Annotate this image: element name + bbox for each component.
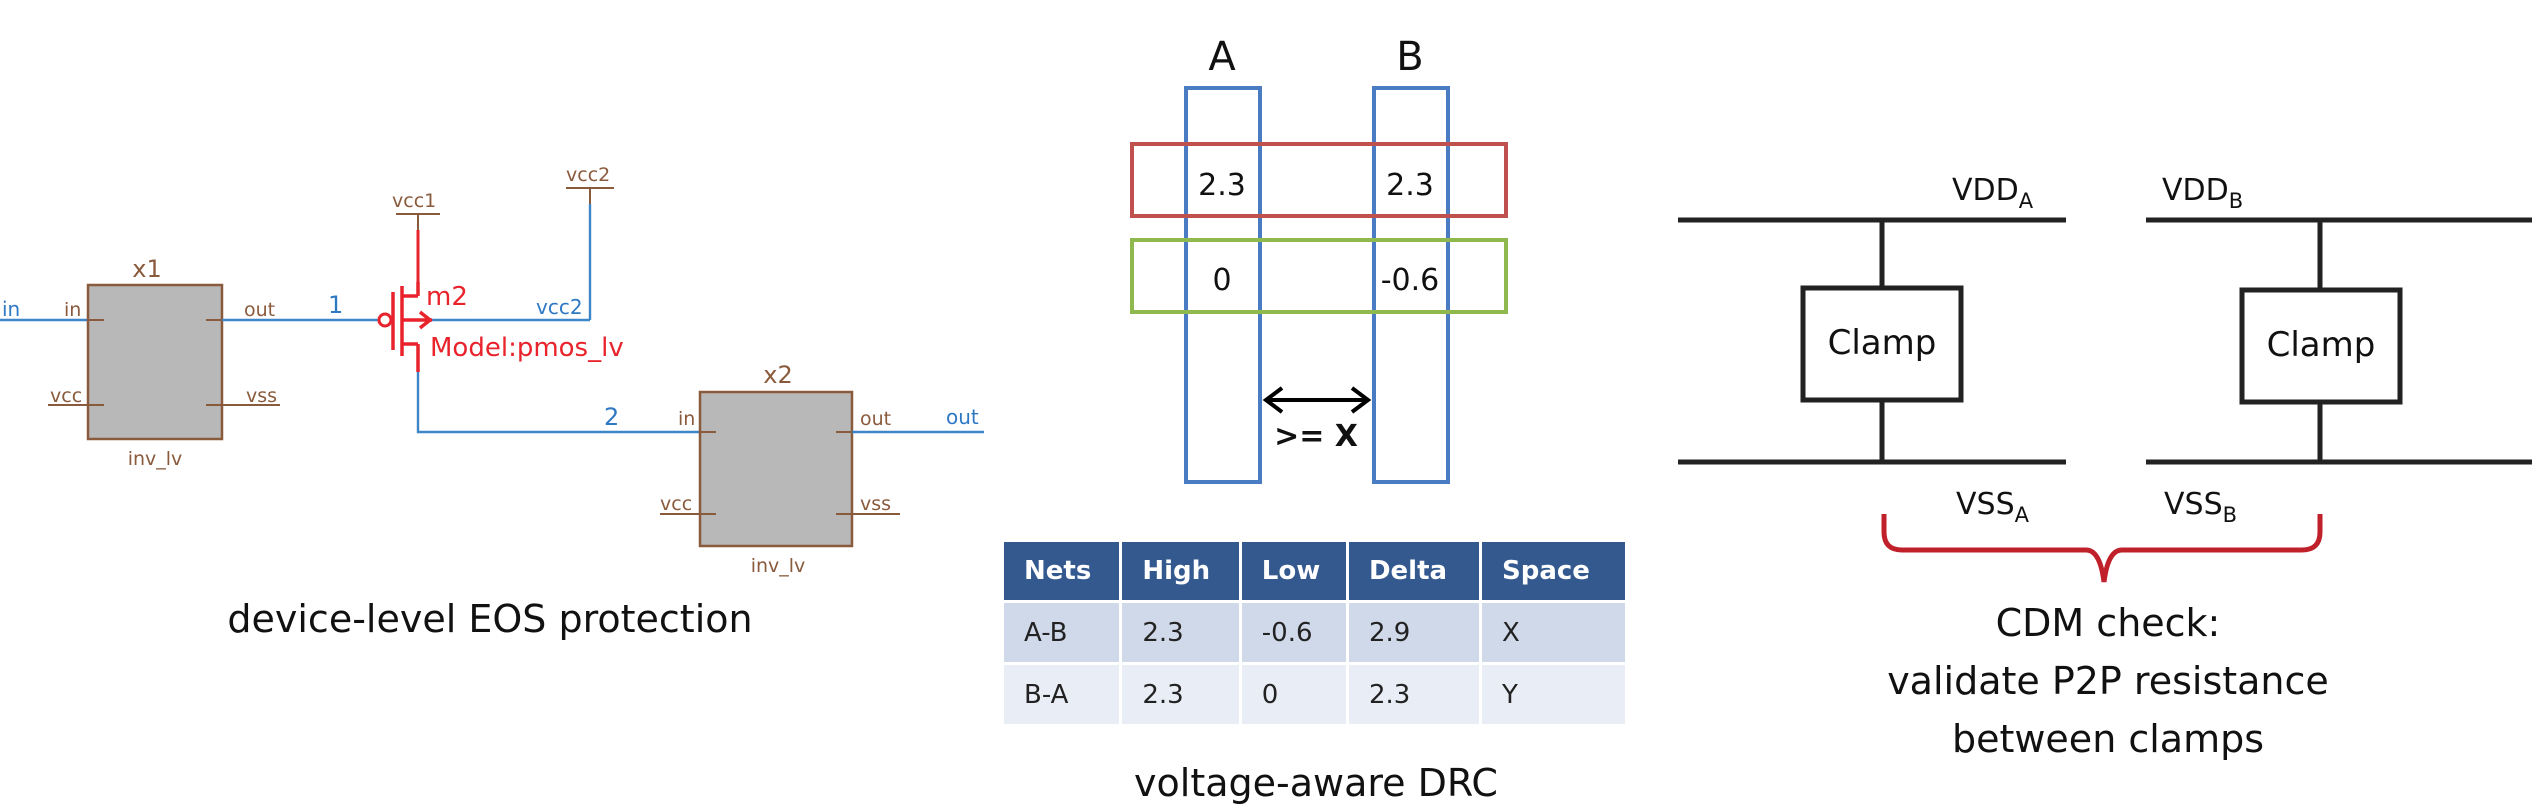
clamp-b-box	[2239, 287, 2403, 405]
table-cell: 2.9	[1347, 600, 1483, 664]
header-delta: Delta	[1347, 542, 1483, 602]
header-low: Low	[1240, 542, 1349, 602]
inverter-x2-pin-in: in	[678, 408, 695, 430]
cdm-caption-line2: validate P2P resistance	[1887, 659, 2329, 703]
clamp-a-box	[1800, 285, 1964, 403]
table-cell: Y	[1480, 662, 1628, 724]
inverter-x2-body	[698, 390, 854, 548]
inverter-x1-body	[86, 283, 224, 441]
inverter-x1-pin-out: out	[244, 299, 275, 321]
inverter-x1: x1 inv_lv in out vcc vss	[48, 255, 280, 470]
clamp-a-label: Clamp	[1828, 323, 1937, 363]
cdm-caption-line3: between clamps	[1952, 717, 2264, 761]
table-cell: 2.3	[1347, 662, 1483, 724]
vcc2-label: vcc2	[566, 164, 610, 186]
pmos-m2-name: m2	[426, 282, 468, 312]
b-low-value: -0.6	[1381, 263, 1440, 298]
table-cell: 2.3	[1120, 600, 1242, 664]
eos-schematic-panel: in x1 inv_lv in out vcc vss 1 vcc1 vcc2	[0, 164, 984, 641]
vcc1-label: vcc1	[392, 190, 436, 212]
pmos-transistor-m2	[377, 282, 433, 372]
cdm-caption-line1: CDM check:	[1996, 601, 2221, 645]
inverter-x1-pin-in: in	[64, 299, 81, 321]
drc-table-header-row: Nets High Low Delta Space	[1004, 542, 1628, 602]
domain-b: Clamp VDDB VSSB	[2146, 173, 2532, 527]
pmos-m2-model: Model:pmos_lv	[430, 333, 624, 363]
header-nets: Nets	[1004, 542, 1123, 602]
inverter-x2-pin-vcc: vcc	[660, 493, 692, 515]
table-cell: 0	[1240, 662, 1349, 724]
inverter-x2: x2 inv_lv in out vcc vss	[660, 361, 900, 577]
a-low-value: 0	[1212, 263, 1231, 298]
inverter-x2-pin-out: out	[860, 408, 891, 430]
net2-wire	[416, 372, 700, 434]
table-cell: X	[1480, 600, 1628, 664]
column-a-label: A	[1208, 34, 1236, 80]
vcc2-wire-label: vcc2	[536, 295, 583, 319]
low-voltage-band	[1130, 238, 1508, 314]
input-net-label: in	[2, 297, 20, 321]
header-space: Space	[1480, 542, 1628, 602]
cdm-panel: Clamp VDDA VSSA Clamp VDDB VSSB CDM chec…	[1678, 173, 2532, 761]
table-row: A-B 2.3 -0.6 2.9 X	[1004, 600, 1628, 664]
vdd-b-label: VDDB	[2162, 173, 2243, 213]
vss-a-sub: A	[2015, 503, 2030, 527]
column-b-shape	[1372, 86, 1450, 484]
table-row: B-A 2.3 0 2.3 Y	[1004, 662, 1628, 724]
eos-caption: device-level EOS protection	[227, 597, 752, 641]
column-a-shape	[1184, 86, 1262, 484]
inverter-x1-model: inv_lv	[128, 448, 183, 470]
drc-caption: voltage-aware DRC	[1134, 761, 1498, 805]
a-high-value: 2.3	[1198, 168, 1246, 203]
vdd-b-sub: B	[2229, 189, 2243, 213]
drc-panel: A B 2.3 2.3 0 -0.6 >= X voltage-aware DR…	[1130, 34, 1508, 805]
table-cell: A-B	[1004, 600, 1123, 664]
vdd-a-sub: A	[2019, 189, 2034, 213]
inverter-x1-pin-vcc: vcc	[50, 385, 82, 407]
vdd-a-text: VDD	[1952, 173, 2019, 208]
vss-a-text: VSS	[1956, 487, 2015, 522]
inverter-x2-pin-vss: vss	[860, 493, 891, 515]
inverter-x1-pin-vss: vss	[246, 385, 277, 407]
drc-table: Nets High Low Delta Space A-B 2.3 -0.6 2…	[1004, 542, 1628, 724]
table-cell: B-A	[1004, 662, 1123, 724]
domain-a: Clamp VDDA VSSA	[1678, 173, 2066, 527]
inverter-x2-name: x2	[763, 361, 792, 389]
vss-b-label: VSSB	[2164, 487, 2237, 527]
vss-b-sub: B	[2223, 503, 2237, 527]
vss-a-label: VSSA	[1956, 487, 2030, 527]
vdd-b-text: VDD	[2162, 173, 2229, 208]
vdd-a-label: VDDA	[1952, 173, 2034, 213]
header-high: High	[1120, 542, 1242, 602]
column-b-label: B	[1396, 34, 1423, 80]
clamp-b-label: Clamp	[2267, 325, 2376, 365]
net2-label: 2	[604, 403, 619, 431]
b-high-value: 2.3	[1386, 168, 1434, 203]
inverter-x1-name: x1	[132, 255, 161, 283]
net1-label: 1	[328, 291, 343, 319]
cdm-brace	[1881, 514, 2323, 583]
spacing-arrow	[1262, 386, 1372, 414]
vss-b-text: VSS	[2164, 487, 2223, 522]
output-net-label: out	[946, 405, 979, 429]
table-cell: 2.3	[1120, 662, 1242, 724]
table-cell: -0.6	[1240, 600, 1349, 664]
high-voltage-band	[1130, 142, 1508, 218]
spacing-label: >= X	[1274, 419, 1358, 454]
inverter-x2-model: inv_lv	[751, 555, 806, 577]
